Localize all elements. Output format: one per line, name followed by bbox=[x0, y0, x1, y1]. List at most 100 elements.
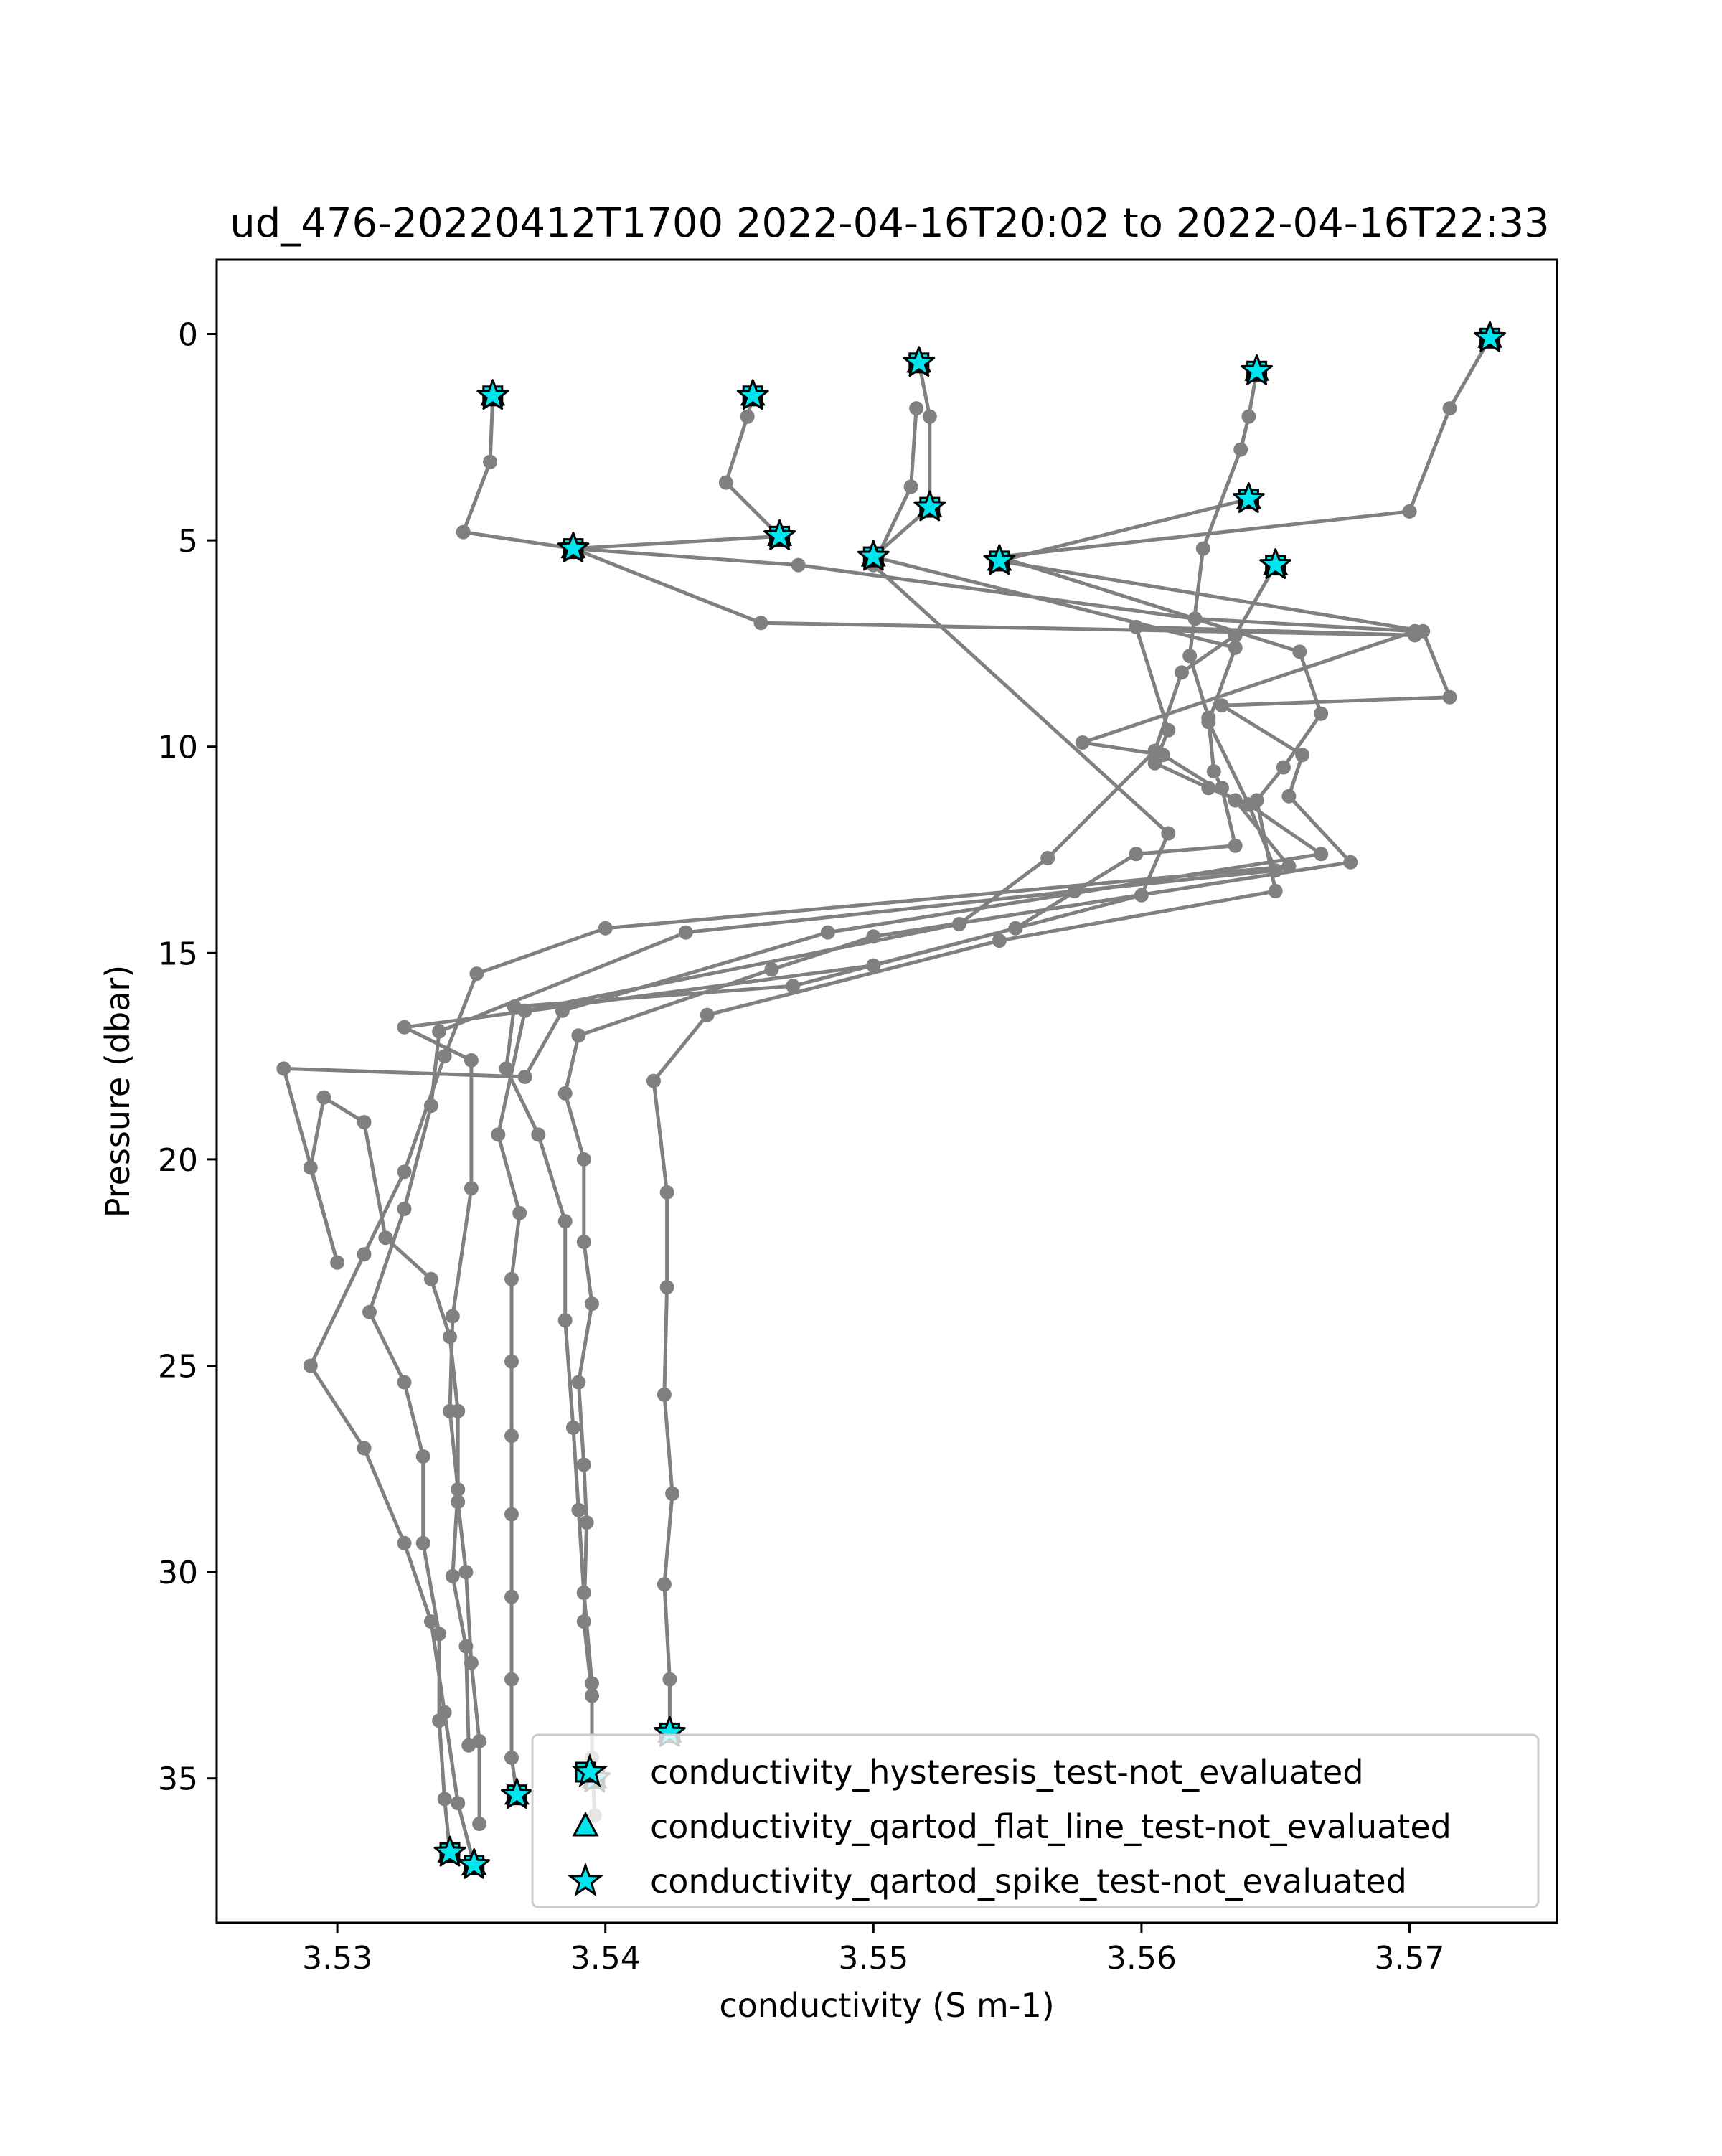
profile-point bbox=[397, 1164, 412, 1180]
profile-point bbox=[303, 1160, 318, 1175]
profile-point bbox=[1206, 764, 1221, 779]
profile-point bbox=[576, 1457, 591, 1472]
profile-point bbox=[657, 1387, 672, 1402]
profile-point bbox=[316, 1090, 331, 1105]
y-tick-label: 30 bbox=[158, 1555, 198, 1591]
profile-point bbox=[445, 1568, 460, 1583]
x-tick-label: 3.53 bbox=[302, 1940, 372, 1977]
profile-point bbox=[357, 1247, 372, 1262]
profile-point bbox=[456, 524, 471, 540]
profile-point bbox=[423, 1614, 438, 1629]
profile-point bbox=[461, 1738, 476, 1753]
spike-marker bbox=[1474, 321, 1506, 352]
profile-point bbox=[1314, 706, 1329, 721]
legend-label: conductivity_qartod_flat_line_test-not_e… bbox=[650, 1807, 1452, 1846]
spike-marker bbox=[433, 1835, 466, 1867]
profile-point bbox=[1228, 838, 1243, 853]
flag-point bbox=[1474, 321, 1506, 352]
x-axis-label: conductivity (S m-1) bbox=[719, 1986, 1054, 2025]
profile-point bbox=[472, 1817, 487, 1831]
profile-point bbox=[662, 1672, 677, 1687]
profile-point bbox=[397, 1535, 412, 1550]
profile-point bbox=[504, 1672, 519, 1687]
profile-point bbox=[764, 962, 779, 977]
profile-point bbox=[571, 1028, 586, 1043]
spike-marker bbox=[476, 379, 509, 410]
profile-point bbox=[512, 1205, 527, 1220]
legend-item-square: conductivity_hysteresis_test-not_evaluat… bbox=[571, 1753, 1364, 1792]
profile-point bbox=[1228, 628, 1243, 643]
flag-point bbox=[433, 1835, 466, 1867]
profile-point bbox=[1268, 884, 1283, 898]
profile-point bbox=[557, 1313, 573, 1328]
profile-point bbox=[303, 1358, 318, 1373]
profile-point bbox=[579, 1515, 594, 1530]
x-tick-label: 3.56 bbox=[1106, 1940, 1177, 1977]
profile-point bbox=[330, 1255, 345, 1270]
profile-point bbox=[504, 1428, 519, 1444]
profile-point bbox=[909, 401, 924, 416]
profile-point bbox=[1292, 644, 1307, 659]
spike-marker bbox=[557, 532, 590, 562]
profile-point bbox=[557, 1214, 573, 1229]
profile-point bbox=[1233, 442, 1248, 457]
spike-marker bbox=[1259, 548, 1292, 579]
profile-point bbox=[1075, 735, 1090, 750]
profile-point bbox=[1195, 541, 1210, 556]
profile-point bbox=[451, 1482, 466, 1497]
profile-point bbox=[1201, 710, 1216, 725]
profile-point bbox=[469, 966, 484, 982]
profile-point bbox=[576, 1234, 591, 1249]
profile-point bbox=[1276, 760, 1291, 775]
spike-marker bbox=[458, 1848, 491, 1879]
y-tick-label: 20 bbox=[158, 1142, 198, 1179]
profile-point bbox=[657, 1577, 672, 1592]
spike-marker bbox=[501, 1778, 533, 1809]
profile-point bbox=[585, 1688, 599, 1703]
plot-area bbox=[276, 321, 1506, 1879]
profile-point bbox=[504, 1750, 519, 1765]
profile-point bbox=[700, 1007, 715, 1022]
profile-point bbox=[922, 409, 937, 424]
legend-box bbox=[531, 1733, 1540, 1908]
profile-point bbox=[1442, 689, 1457, 705]
spike-marker bbox=[1232, 482, 1265, 513]
legend-label: conductivity_hysteresis_test-not_evaluat… bbox=[650, 1753, 1364, 1792]
profile-point bbox=[437, 1705, 452, 1720]
spike-marker bbox=[1241, 354, 1273, 385]
legend-item-star: conductivity_qartod_spike_test-not_evalu… bbox=[567, 1862, 1407, 1901]
profile-point bbox=[432, 1024, 447, 1039]
profile-point bbox=[1147, 743, 1162, 758]
profile-point bbox=[1215, 781, 1229, 796]
profile-point bbox=[531, 1127, 546, 1142]
y-tick-label: 35 bbox=[158, 1761, 198, 1798]
spike-marker bbox=[903, 346, 936, 377]
profile-point bbox=[1228, 640, 1243, 655]
profile-point bbox=[464, 1053, 479, 1068]
profile-point bbox=[1416, 623, 1431, 639]
flag-point bbox=[476, 379, 509, 410]
profile-point bbox=[598, 921, 613, 936]
profile-point bbox=[678, 925, 693, 940]
legend-label: conductivity_qartod_spike_test-not_evalu… bbox=[650, 1862, 1407, 1901]
x-tick-label: 3.57 bbox=[1375, 1940, 1445, 1977]
x-tick-label: 3.55 bbox=[838, 1940, 908, 1977]
profile-point bbox=[504, 1271, 519, 1286]
x-tick-label: 3.54 bbox=[570, 1940, 641, 1977]
flag-point bbox=[913, 490, 946, 522]
legend: conductivity_hysteresis_test-not_evaluat… bbox=[531, 1733, 1540, 1908]
flag-point bbox=[557, 532, 590, 562]
spike-marker bbox=[736, 379, 769, 410]
y-tick-label: 15 bbox=[158, 936, 198, 972]
profile-point bbox=[432, 1627, 447, 1642]
profile-point bbox=[1040, 851, 1055, 865]
profile-point bbox=[1241, 409, 1256, 424]
profile-point bbox=[1228, 793, 1243, 808]
profile-point bbox=[445, 1309, 460, 1324]
profile-point bbox=[576, 1614, 591, 1629]
profile-point bbox=[576, 1152, 591, 1167]
profile-point bbox=[458, 1639, 474, 1654]
profile-point bbox=[718, 475, 733, 490]
profile-point bbox=[362, 1304, 377, 1319]
profile-point bbox=[451, 1796, 466, 1811]
